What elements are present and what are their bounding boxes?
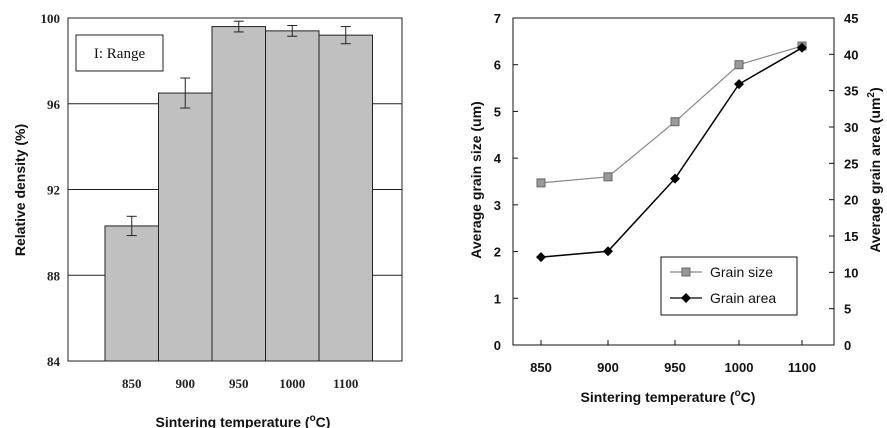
grain-area-y-ticks: 0 5 10 15 20 25 30 35 40 45 (829, 11, 858, 353)
grain-series (536, 41, 807, 263)
density-error-bars (126, 20, 351, 237)
grain-area-axis-label: Average grain area (um2) (866, 87, 883, 252)
grain-size-point (734, 60, 744, 70)
grain-size-tick-label: 4 (494, 151, 502, 166)
grain-area-tick-label: 35 (844, 84, 858, 99)
grain-x-tick-label: 1100 (788, 360, 816, 375)
grain-area-tick-label: 30 (844, 120, 858, 135)
density-bar (318, 34, 373, 362)
grain-size-tick-label: 0 (494, 338, 501, 353)
density-y-tick-label: 100 (41, 11, 61, 26)
grain-size-tick-label: 6 (494, 58, 501, 73)
density-x-tick-label: 950 (229, 376, 249, 391)
grain-area-tick-label: 0 (844, 338, 851, 353)
density-x-ticks: 850 900 950 1000 1100 (122, 376, 358, 391)
grain-legend: Grain size Grain area (660, 256, 798, 316)
grain-size-point (603, 172, 613, 182)
grain-area-point (797, 42, 807, 53)
grain-size-point (536, 178, 546, 188)
density-y-tick-label: 84 (47, 354, 61, 369)
density-error-bar (233, 20, 244, 33)
density-chart: 84 88 92 96 100 850 900 950 1000 1100 I: Range R… (12, 11, 403, 428)
range-legend-box (75, 34, 164, 72)
grain-size-point (670, 117, 680, 127)
legend-grain-size-marker (681, 267, 691, 277)
density-error-bar (340, 26, 351, 45)
density-bar (104, 225, 159, 362)
grain-area-tick-label: 10 (844, 265, 858, 280)
grain-size-tick-label: 2 (494, 245, 501, 260)
grain-area-tick-label: 40 (844, 47, 858, 62)
grain-x-tick-label: 900 (597, 360, 619, 375)
grain-area-tick-label: 5 (844, 302, 851, 317)
grain-x-tick-label: 850 (530, 360, 552, 375)
grain-x-tick-label: 950 (664, 360, 686, 375)
legend-grain-area-label: Grain area (710, 290, 776, 306)
density-error-bar (126, 215, 137, 237)
grain-x-tick-label: 1000 (725, 360, 754, 375)
density-x-tick-label: 900 (176, 376, 196, 391)
grain-size-tick-label: 7 (494, 11, 501, 26)
grain-area-point (536, 252, 546, 263)
grain-size-axis-label: Average grain size (um) (468, 101, 484, 258)
grain-area-tick-label: 20 (844, 193, 858, 208)
grain-legend-box (660, 256, 798, 316)
grain-x-ticks: 850 900 950 1000 1100 (530, 340, 816, 375)
density-error-bar (180, 77, 191, 109)
density-x-axis-label: Sintering temperature (oC) (156, 413, 331, 428)
legend-grain-area-marker (681, 293, 691, 303)
grain-area-tick-label: 25 (844, 156, 858, 171)
grain-area-tick-label: 45 (844, 11, 858, 26)
density-y-axis-label: Relative density (%) (12, 124, 28, 256)
density-y-tick-label: 96 (47, 97, 61, 112)
grain-area-point (734, 79, 744, 90)
density-x-tick-label: 850 (122, 376, 142, 391)
grain-size-tick-label: 1 (494, 291, 501, 306)
density-bar (211, 26, 266, 362)
grain-size-tick-label: 5 (494, 104, 501, 119)
grain-x-axis-label: Sintering temperature (oC) (581, 388, 756, 405)
density-bar (158, 92, 213, 362)
density-y-ticks: 84 88 92 96 100 (41, 11, 61, 369)
density-error-bar (287, 25, 298, 37)
density-x-tick-label: 1100 (333, 376, 358, 391)
grain-area-point (670, 173, 680, 184)
grain-size-tick-label: 3 (494, 198, 501, 213)
density-bars (104, 26, 373, 362)
grain-size-y-ticks: 0 1 2 3 4 5 6 7 (494, 11, 518, 353)
density-y-tick-label: 88 (47, 268, 61, 283)
legend-grain-size-label: Grain size (710, 264, 773, 280)
grain-area-tick-label: 15 (844, 229, 858, 244)
range-legend-text: I: Range (94, 46, 146, 62)
density-bar (265, 30, 320, 362)
density-y-tick-label: 92 (47, 183, 60, 198)
grain-area-point (603, 246, 613, 257)
density-x-tick-label: 1000 (279, 376, 305, 391)
